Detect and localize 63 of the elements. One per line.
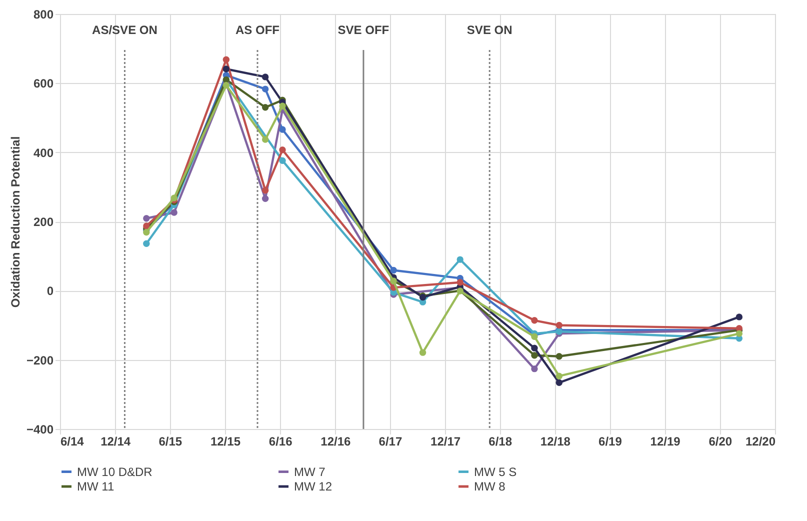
x-tick-label: 6/14: [60, 434, 84, 448]
point: [531, 344, 538, 352]
x-tick-label: 6/15: [158, 434, 182, 448]
y-tick-label: −200: [26, 353, 54, 368]
ref-line-label: AS OFF: [235, 23, 280, 37]
x-tick-label: 12/17: [430, 434, 461, 448]
x-tick-label: 6/19: [598, 434, 622, 448]
x-tick-label: 12/19: [650, 434, 681, 448]
x-tick-label: 12/18: [540, 434, 571, 448]
point: [279, 146, 286, 154]
x-tick-label: 6/20: [708, 434, 732, 448]
x-tick-label: 6/18: [488, 434, 512, 448]
point: [143, 228, 150, 236]
y-tick-label: 600: [33, 76, 54, 91]
legend-label: MW 7: [294, 464, 326, 479]
point: [419, 349, 426, 356]
y-tick-label: 400: [33, 146, 54, 160]
x-tick-label: 12/15: [210, 434, 241, 448]
point: [262, 136, 269, 143]
legend-label: MW 12: [294, 480, 332, 494]
point: [222, 66, 230, 72]
point: [456, 256, 464, 263]
legend-label: MW 8: [474, 480, 506, 494]
legend-label: MW 5 S: [474, 464, 517, 479]
point: [143, 222, 150, 230]
point: [279, 126, 286, 133]
x-tick-label: 6/16: [268, 434, 293, 448]
ref-line-label: SVE ON: [466, 23, 512, 37]
point: [736, 330, 743, 337]
x-tick-label: 12/14: [100, 434, 131, 448]
x-tick-label: 12/20: [745, 434, 776, 448]
point: [390, 266, 397, 274]
point: [262, 187, 269, 194]
x-tick-label: 6/17: [378, 434, 402, 448]
point: [279, 102, 286, 110]
point: [222, 56, 230, 63]
point: [531, 365, 538, 372]
point: [262, 86, 269, 92]
legend-label: MW 11: [77, 480, 114, 494]
point: [736, 314, 743, 320]
point: [279, 157, 286, 164]
point: [556, 322, 562, 329]
x-tick-label: 12/16: [320, 434, 351, 448]
ref-line-label: SVE OFF: [338, 23, 390, 37]
y-axis-title: Oxidation Reduction Potential: [8, 136, 22, 308]
point: [456, 279, 464, 286]
point: [556, 372, 562, 380]
y-tick-label: 800: [33, 8, 54, 22]
point: [531, 352, 538, 359]
point: [143, 240, 150, 247]
point: [556, 353, 562, 360]
legend-label: MW 10 D&DR: [77, 464, 153, 479]
point: [170, 209, 178, 216]
point: [143, 215, 150, 222]
point: [262, 195, 269, 202]
point: [556, 379, 562, 386]
y-tick-label: 200: [33, 215, 54, 229]
point: [262, 74, 269, 80]
y-tick-label: 0: [46, 284, 54, 298]
ref-line-label: AS/SVE ON: [92, 23, 158, 37]
point: [262, 104, 269, 111]
y-tick-label: −400: [26, 422, 54, 436]
point: [531, 317, 538, 324]
